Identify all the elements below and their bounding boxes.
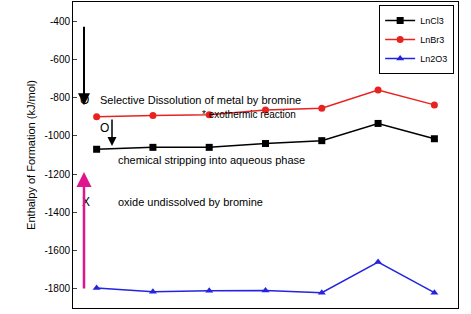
- svg-text:-800: -800: [50, 92, 70, 103]
- svg-text:Selective Dissolution of metal: Selective Dissolution of metal by bromin…: [100, 94, 301, 106]
- svg-text:-600: -600: [50, 54, 70, 65]
- svg-text:O: O: [80, 93, 89, 107]
- svg-text:O: O: [100, 121, 109, 135]
- svg-text:chemical stripping into aqueou: chemical stripping into aqueous phase: [118, 154, 305, 166]
- svg-text:Enthalpy of Formation (kJ/mol): Enthalpy of Formation (kJ/mol): [25, 80, 37, 230]
- svg-text:LnBr3: LnBr3: [420, 35, 444, 45]
- svg-text:Ln2O3: Ln2O3: [420, 54, 447, 64]
- svg-text:LnCl3: LnCl3: [420, 16, 444, 26]
- svg-text:-1200: -1200: [44, 169, 70, 180]
- svg-text:-1600: -1600: [44, 245, 70, 256]
- svg-text:X: X: [82, 195, 90, 209]
- svg-text:-1800: -1800: [44, 283, 70, 294]
- svg-text:oxide undissolved by bromine: oxide undissolved by bromine: [118, 196, 263, 208]
- svg-text:-1000: -1000: [44, 130, 70, 141]
- svg-text:* exothermic reaction: * exothermic reaction: [202, 109, 296, 120]
- svg-text:-400: -400: [50, 16, 70, 27]
- svg-text:-1400: -1400: [44, 207, 70, 218]
